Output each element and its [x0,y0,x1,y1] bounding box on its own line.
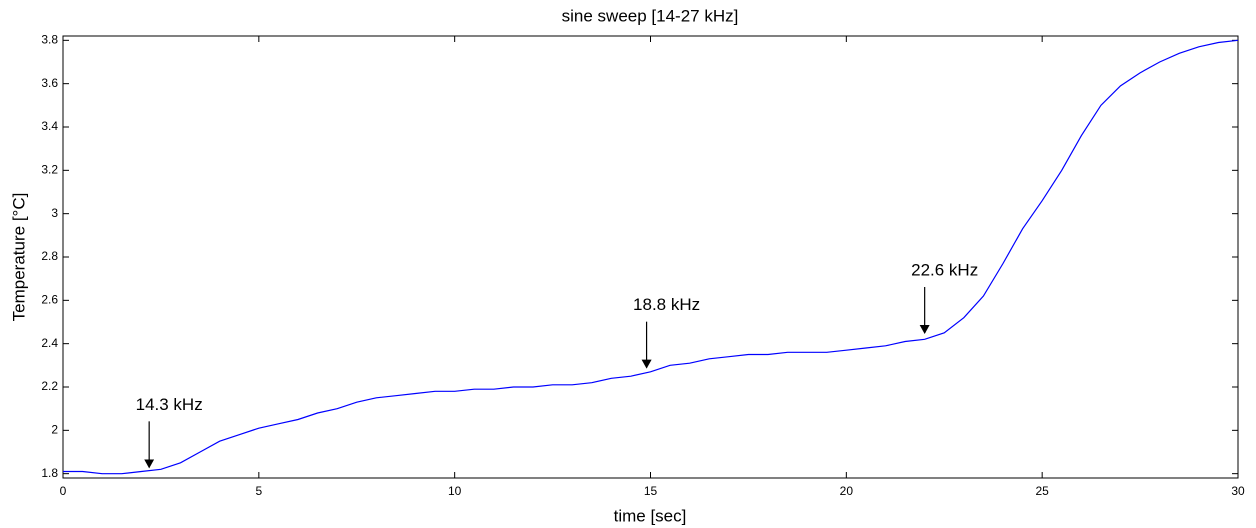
plot-frame [62,35,1239,479]
y-tick-label: 2.8 [41,249,58,263]
annotation-text: 14.3 kHz [136,395,203,414]
x-tick-label: 20 [840,484,854,498]
y-tick-label: 1.8 [41,466,58,480]
x-tick-label: 30 [1231,484,1245,498]
y-axis-label: Temperature [°C] [9,193,28,322]
y-tick-label: 2.2 [41,379,58,393]
x-tick-label: 10 [448,484,462,498]
x-axis-label: time [sec] [614,506,687,525]
annotation-text: 22.6 kHz [911,260,978,279]
y-tick-label: 2.6 [41,293,58,307]
y-tick-label: 2.4 [41,336,58,350]
annotation-text: 18.8 kHz [633,295,700,314]
x-tick-label: 15 [644,484,658,498]
x-tick-label: 25 [1035,484,1049,498]
y-tick-label: 3.4 [41,119,58,133]
y-tick-label: 3.8 [41,33,58,47]
chart-title: sine sweep [14-27 kHz] [562,6,739,25]
x-tick-label: 0 [60,484,67,498]
y-tick-label: 3.2 [41,163,58,177]
data-line [63,39,1239,475]
y-tick-label: 3 [51,206,58,220]
y-tick-label: 2 [51,423,58,437]
y-tick-label: 3.6 [41,76,58,90]
x-tick-label: 5 [255,484,262,498]
